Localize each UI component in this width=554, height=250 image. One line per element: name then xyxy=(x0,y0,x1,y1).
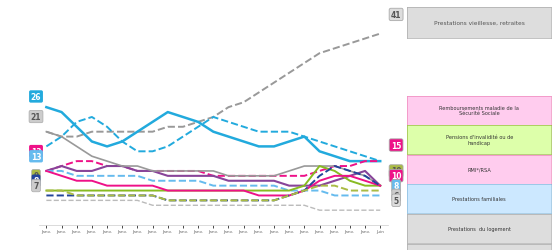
Text: 10: 10 xyxy=(391,172,401,180)
Text: Prestations vieillesse, retraites: Prestations vieillesse, retraites xyxy=(434,21,525,25)
Text: RMI*/RSA: RMI*/RSA xyxy=(468,167,491,172)
Text: 41: 41 xyxy=(391,11,401,20)
Text: 8: 8 xyxy=(393,182,399,190)
Text: 9: 9 xyxy=(33,172,39,180)
Text: 6: 6 xyxy=(393,191,399,200)
Text: 13: 13 xyxy=(31,147,41,156)
Text: 13: 13 xyxy=(31,152,41,161)
Text: Prestations familiales: Prestations familiales xyxy=(453,197,506,202)
Text: 7: 7 xyxy=(33,182,39,190)
Text: 8: 8 xyxy=(33,176,39,186)
Text: Prestations  du logement: Prestations du logement xyxy=(448,226,511,231)
Text: 10: 10 xyxy=(391,167,401,176)
Text: Pensions d'invalidité ou de
handicap: Pensions d'invalidité ou de handicap xyxy=(445,135,513,145)
Text: 21: 21 xyxy=(31,112,41,122)
Text: 26: 26 xyxy=(31,92,41,102)
Text: Remboursements maladie de la
Sécurité Sociale: Remboursements maladie de la Sécurité So… xyxy=(439,105,519,116)
Text: 15: 15 xyxy=(391,141,401,150)
Text: 5: 5 xyxy=(393,196,399,205)
